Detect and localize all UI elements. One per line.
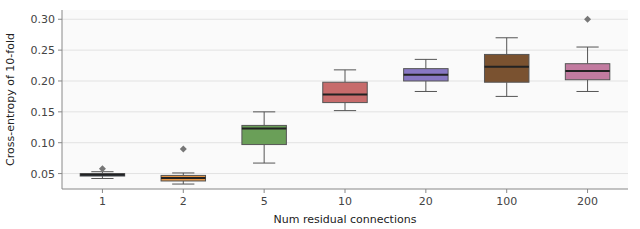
cap-low [334, 110, 356, 111]
median [484, 66, 528, 68]
box [80, 174, 124, 176]
box [161, 175, 205, 181]
x-tick [345, 189, 346, 193]
grid-line [62, 173, 628, 174]
y-tick-label: 0.20 [31, 75, 56, 88]
x-tick-label: 200 [577, 195, 598, 208]
x-tick [587, 189, 588, 193]
median [404, 74, 448, 76]
y-tick [58, 80, 62, 81]
median [80, 174, 124, 176]
y-tick [58, 19, 62, 20]
y-tick [58, 111, 62, 112]
x-tick-label: 10 [338, 195, 352, 208]
whisker-high [345, 70, 346, 82]
whisker-low [425, 81, 426, 91]
whisker-low [506, 82, 507, 96]
cap-low [91, 178, 113, 179]
y-axis-line [62, 10, 63, 189]
grid-line [62, 111, 628, 112]
whisker-low [264, 145, 265, 164]
box [484, 54, 528, 82]
median [242, 128, 286, 130]
cap-high [172, 172, 194, 173]
cap-low [253, 163, 275, 164]
x-tick [425, 189, 426, 193]
chart: 0.05 0.10 0.15 0.20 0.25 0.30 1 2 5 10 20 100 200 Num… [0, 0, 640, 229]
x-tick-label: 20 [419, 195, 433, 208]
y-tick-label: 0.30 [31, 13, 56, 26]
y-tick-label: 0.05 [31, 168, 56, 181]
cap-high [576, 47, 598, 48]
whisker-high [587, 47, 588, 64]
x-tick [183, 189, 184, 193]
grid-line [62, 19, 628, 20]
x-tick [102, 189, 103, 193]
y-axis-label: Cross-entropy of 10-fold [4, 33, 17, 166]
y-tick [58, 142, 62, 143]
cap-high [253, 111, 275, 112]
cap-high [415, 59, 437, 60]
flier [180, 145, 187, 152]
median [565, 70, 609, 72]
y-tick-label: 0.25 [31, 44, 56, 57]
x-tick-label: 5 [261, 195, 268, 208]
x-tick [506, 189, 507, 193]
y-tick [58, 173, 62, 174]
x-axis-label: Num residual connections [274, 213, 417, 226]
median [323, 94, 367, 96]
plot-background [62, 10, 628, 189]
whisker-low [587, 80, 588, 92]
whisker-high [506, 38, 507, 55]
cap-high [334, 69, 356, 70]
cap-low [415, 91, 437, 92]
whisker-high [425, 59, 426, 68]
box [404, 69, 448, 81]
whisker-low [345, 103, 346, 111]
x-tick [264, 189, 265, 193]
y-tick [58, 50, 62, 51]
y-tick-label: 0.10 [31, 137, 56, 150]
whisker-high [264, 112, 265, 126]
cap-low [172, 184, 194, 185]
x-tick-label: 2 [180, 195, 187, 208]
cap-high [496, 37, 518, 38]
grid-line [62, 142, 628, 143]
y-tick-label: 0.15 [31, 106, 56, 119]
flier [99, 165, 106, 172]
x-tick-label: 1 [99, 195, 106, 208]
x-tick-label: 100 [496, 195, 517, 208]
grid-line [62, 50, 628, 51]
median [161, 177, 205, 179]
cap-low [496, 96, 518, 97]
cap-low [576, 91, 598, 92]
data-group [80, 16, 610, 184]
box [242, 125, 286, 144]
flier [584, 16, 591, 23]
box [565, 64, 609, 80]
box [323, 82, 367, 102]
